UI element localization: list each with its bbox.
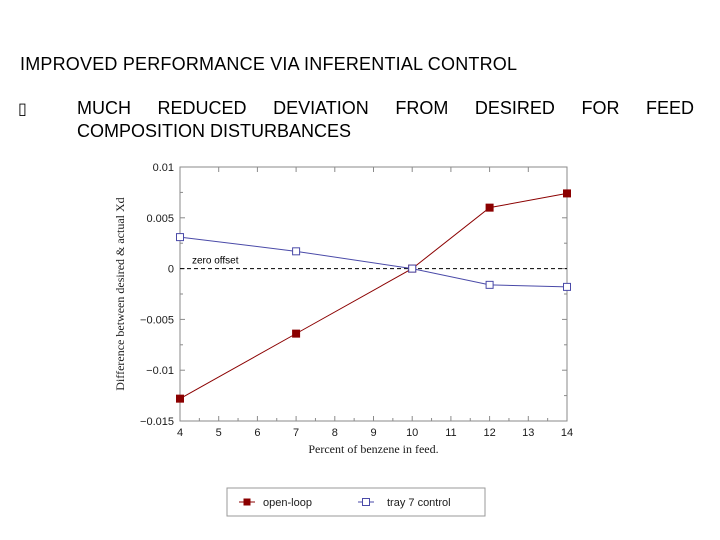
x-tick-label: 12 — [483, 427, 495, 439]
data-point-tray-7-control — [176, 233, 184, 242]
data-point-open-loop — [563, 189, 571, 198]
data-point-open-loop — [485, 203, 494, 212]
data-point-tray-7-control — [292, 247, 301, 256]
x-tick-label: 13 — [522, 427, 534, 439]
y-axis-label: Difference between desired & actual Xd — [113, 197, 127, 390]
y-tick-label: 0.01 — [153, 162, 174, 174]
x-tick-label: 8 — [332, 427, 338, 439]
bullet-text-line-1: MUCH REDUCED DEVIATION FROM DESIRED FOR … — [77, 98, 694, 118]
data-point-open-loop — [176, 394, 184, 403]
x-tick-label: 7 — [293, 427, 299, 439]
x-tick-label: 6 — [254, 427, 260, 439]
data-point-tray-7-control — [408, 264, 417, 273]
x-tick-label: 9 — [370, 427, 376, 439]
data-point-tray-7-control — [563, 282, 571, 291]
y-tick-label: −0.015 — [140, 416, 174, 428]
series-line-open-loop — [179, 192, 568, 400]
slide-title: IMPROVED PERFORMANCE VIA INFERENTIAL CON… — [20, 54, 518, 74]
bullet-marker-icon: ▯ — [18, 99, 27, 118]
x-tick-label: 5 — [216, 427, 222, 439]
x-axis-label: Percent of benzene in feed. — [308, 442, 438, 456]
data-point-open-loop — [292, 329, 301, 338]
x-tick-label: 4 — [177, 427, 183, 439]
legend-marker-tray-7-control — [362, 498, 370, 506]
x-tick-label: 14 — [561, 427, 573, 439]
y-tick-label: −0.005 — [140, 314, 174, 326]
bullet-text-line-2: COMPOSITION DISTURBANCES — [77, 121, 352, 141]
legend-box — [226, 487, 486, 517]
y-tick-label: 0.005 — [146, 213, 174, 225]
y-tick-label: −0.01 — [146, 365, 174, 377]
zero-offset-label: zero offset — [192, 256, 239, 267]
x-tick-label: 11 — [445, 427, 456, 439]
x-tick-label: 10 — [406, 427, 418, 439]
data-point-tray-7-control — [485, 280, 494, 289]
plot-frame — [179, 166, 568, 422]
legend-label-tray-7-control: tray 7 control — [387, 497, 451, 509]
y-tick-label: 0 — [168, 264, 174, 276]
legend-label-open-loop: open-loop — [263, 497, 312, 509]
legend-marker-open-loop — [243, 498, 251, 506]
